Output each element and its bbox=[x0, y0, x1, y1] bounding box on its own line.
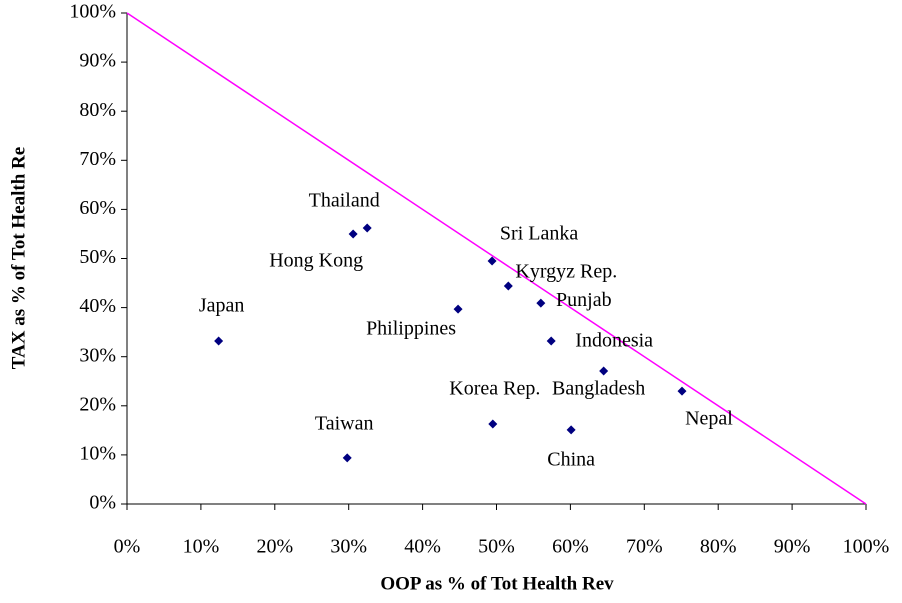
point bbox=[348, 229, 358, 239]
x-tick-label: 10% bbox=[183, 536, 220, 558]
y-tick-label: 90% bbox=[79, 50, 116, 72]
y-tick-label: 70% bbox=[79, 148, 116, 170]
y-axis-title: TAX as % of Tot Health Re bbox=[8, 147, 29, 369]
point bbox=[362, 223, 372, 233]
point-label: Bangladesh bbox=[552, 378, 645, 400]
reference-line bbox=[126, 12, 867, 505]
y-tick-label: 20% bbox=[79, 393, 116, 415]
point-label: Sri Lanka bbox=[500, 223, 578, 245]
y-tick-label: 60% bbox=[79, 197, 116, 219]
point-label: Japan bbox=[199, 295, 245, 317]
point bbox=[677, 386, 687, 396]
y-tick-label: 40% bbox=[79, 295, 116, 317]
y-tick-label: 80% bbox=[79, 99, 116, 121]
x-tick-label: 60% bbox=[552, 536, 589, 558]
point-label: Kyrgyz Rep. bbox=[515, 261, 617, 283]
point-label: China bbox=[547, 448, 595, 470]
point bbox=[536, 298, 546, 308]
y-tick-label: 10% bbox=[79, 442, 116, 464]
x-tick-label: 50% bbox=[478, 536, 515, 558]
point-label: Punjab bbox=[556, 289, 612, 311]
point bbox=[487, 256, 497, 266]
point bbox=[453, 304, 463, 314]
point bbox=[566, 425, 576, 435]
x-tick-label: 70% bbox=[626, 536, 663, 558]
point-label: Philippines bbox=[366, 318, 456, 340]
x-tick-label: 90% bbox=[774, 536, 811, 558]
point-label: Nepal bbox=[685, 408, 733, 430]
x-tick-label: 30% bbox=[330, 536, 367, 558]
point bbox=[214, 336, 224, 346]
x-axis-title: OOP as % of Tot Health Rev bbox=[380, 573, 614, 594]
point bbox=[599, 366, 609, 376]
x-tick-label: 0% bbox=[114, 536, 141, 558]
point bbox=[488, 419, 498, 429]
point-label: Korea Rep. bbox=[449, 378, 540, 400]
point-label: Thailand bbox=[309, 190, 380, 212]
point bbox=[546, 336, 556, 346]
point bbox=[342, 453, 352, 463]
point-label: Hong Kong bbox=[269, 250, 363, 272]
x-tick-label: 100% bbox=[843, 536, 890, 558]
y-tick-label: 50% bbox=[79, 246, 116, 268]
y-tick-label: 100% bbox=[69, 1, 116, 23]
point bbox=[503, 281, 513, 291]
x-tick-label: 80% bbox=[700, 536, 737, 558]
point-label: Taiwan bbox=[315, 412, 374, 434]
y-tick-label: 0% bbox=[89, 492, 116, 514]
point-label: Indonesia bbox=[575, 330, 653, 352]
y-tick-label: 30% bbox=[79, 344, 116, 366]
x-tick-label: 40% bbox=[404, 536, 441, 558]
x-tick-label: 20% bbox=[256, 536, 293, 558]
